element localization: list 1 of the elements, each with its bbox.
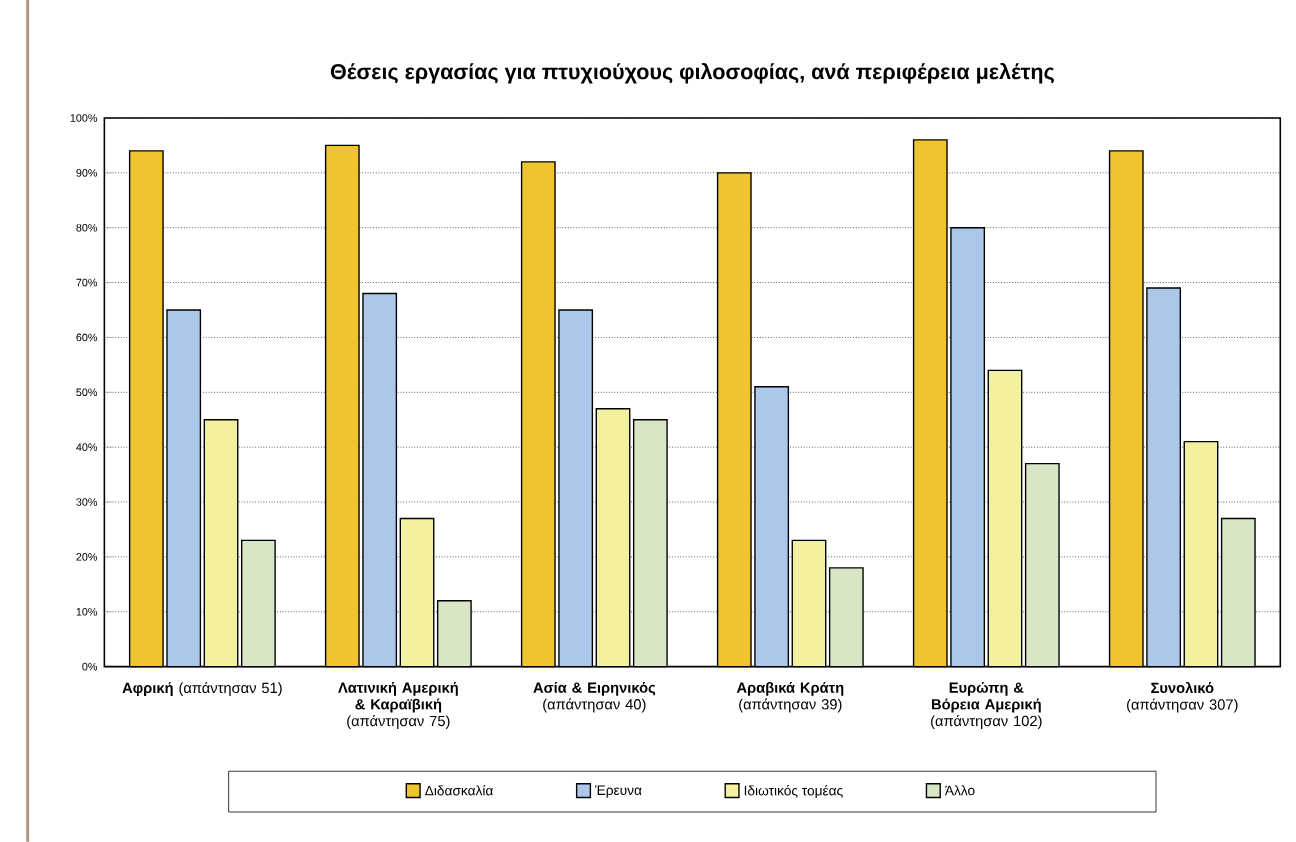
chart-title: Θέσεις εργασίας για πτυχιούχους φιλοσοφίας, ανά περιφέρεια μελέτης	[330, 63, 1054, 84]
